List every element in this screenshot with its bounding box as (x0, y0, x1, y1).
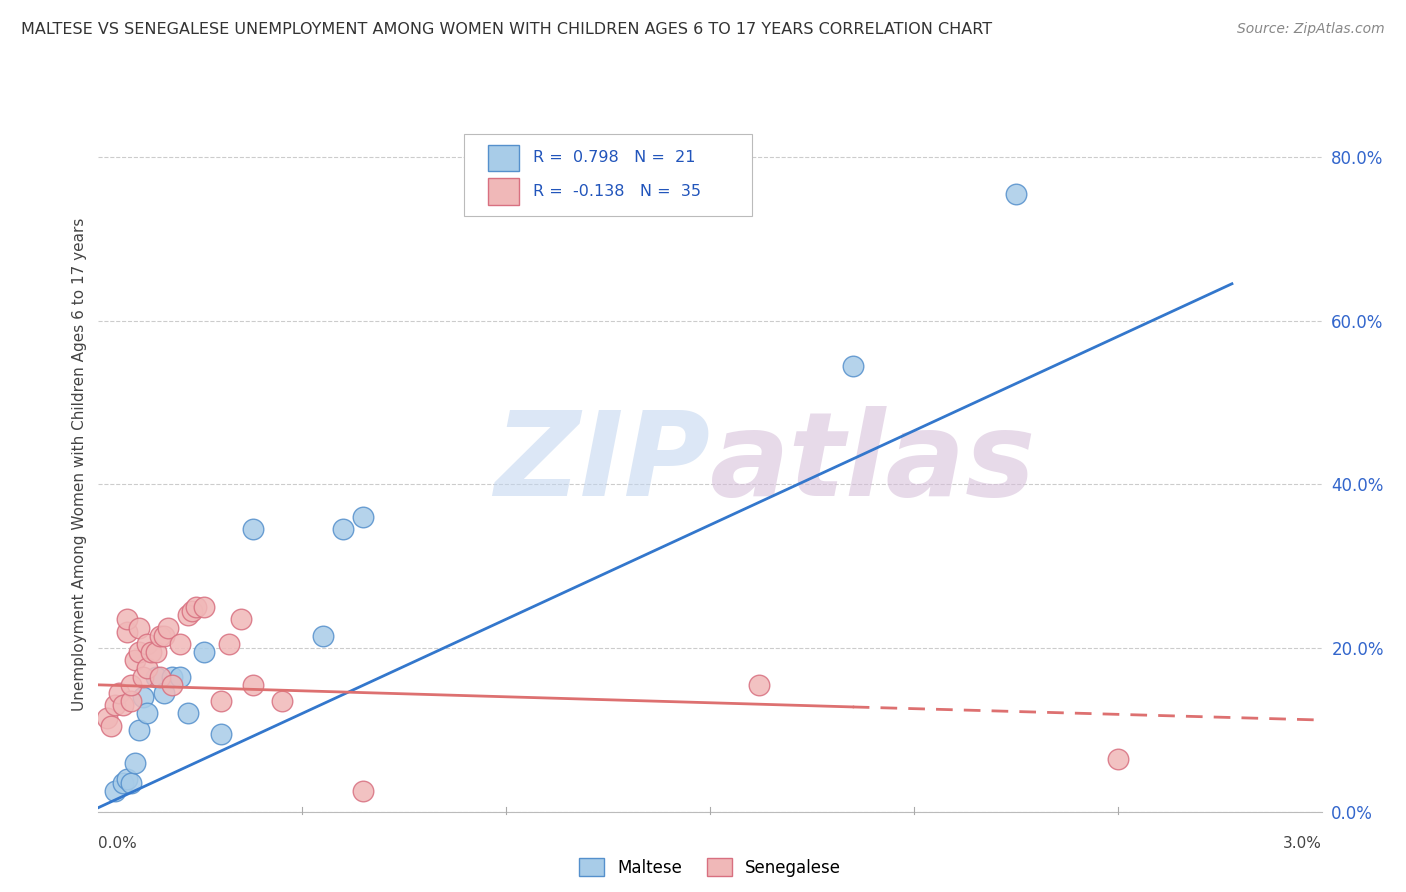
Point (841, 359, 863, 373)
Point (311, 629, 335, 643)
Point (209, 694, 232, 708)
Point (149, 670, 172, 684)
Point (120, 678, 142, 692)
Y-axis label: Unemployment Among Women with Children Ages 6 to 17 years: Unemployment Among Women with Children A… (72, 217, 87, 711)
Point (160, 670, 183, 684)
Point (111, 698, 134, 713)
Text: 0.0%: 0.0% (98, 836, 138, 851)
Point (169, 670, 191, 684)
Text: ZIP: ZIP (494, 407, 710, 521)
Point (152, 686, 174, 700)
Point (136, 661, 159, 675)
Point (193, 645, 215, 659)
Text: R =  0.798   N =  21: R = 0.798 N = 21 (533, 151, 696, 165)
Point (332, 522, 354, 536)
Text: Source: ZipAtlas.com: Source: ZipAtlas.com (1237, 22, 1385, 37)
Point (128, 645, 150, 659)
Point (104, 698, 127, 713)
Point (352, 510, 374, 524)
Text: 3.0%: 3.0% (1282, 836, 1322, 851)
Point (160, 678, 183, 692)
Point (108, 686, 131, 700)
Point (748, 678, 770, 692)
Point (181, 604, 204, 618)
Point (120, 694, 142, 708)
Point (177, 706, 200, 721)
Point (104, 784, 127, 798)
Point (1107, 751, 1129, 765)
Point (169, 637, 191, 651)
Point (149, 629, 172, 643)
Point (270, 694, 292, 708)
Point (128, 723, 150, 737)
Text: atlas: atlas (710, 407, 1036, 521)
Point (218, 637, 240, 651)
Legend: Maltese, Senegalese: Maltese, Senegalese (572, 851, 848, 883)
Point (156, 621, 179, 635)
Point (115, 624, 138, 639)
Point (242, 522, 264, 536)
Point (209, 727, 232, 741)
Point (111, 776, 134, 790)
Point (132, 670, 155, 684)
Point (193, 600, 215, 615)
Point (124, 653, 146, 667)
Point (96, 710, 118, 724)
Point (352, 784, 374, 798)
Point (115, 612, 138, 626)
Point (100, 719, 122, 733)
Point (186, 600, 208, 615)
Point (177, 608, 200, 623)
Point (1004, 186, 1026, 201)
Point (120, 776, 142, 790)
Point (145, 670, 167, 684)
Point (229, 612, 253, 626)
Point (132, 690, 155, 705)
Point (145, 645, 167, 659)
Point (136, 706, 159, 721)
Point (141, 645, 163, 659)
Point (124, 756, 146, 770)
Point (136, 637, 159, 651)
Point (152, 629, 174, 643)
Point (115, 772, 138, 786)
Text: MALTESE VS SENEGALESE UNEMPLOYMENT AMONG WOMEN WITH CHILDREN AGES 6 TO 17 YEARS : MALTESE VS SENEGALESE UNEMPLOYMENT AMONG… (21, 22, 993, 37)
Point (128, 621, 150, 635)
Point (242, 678, 264, 692)
Text: R =  -0.138   N =  35: R = -0.138 N = 35 (533, 185, 700, 199)
